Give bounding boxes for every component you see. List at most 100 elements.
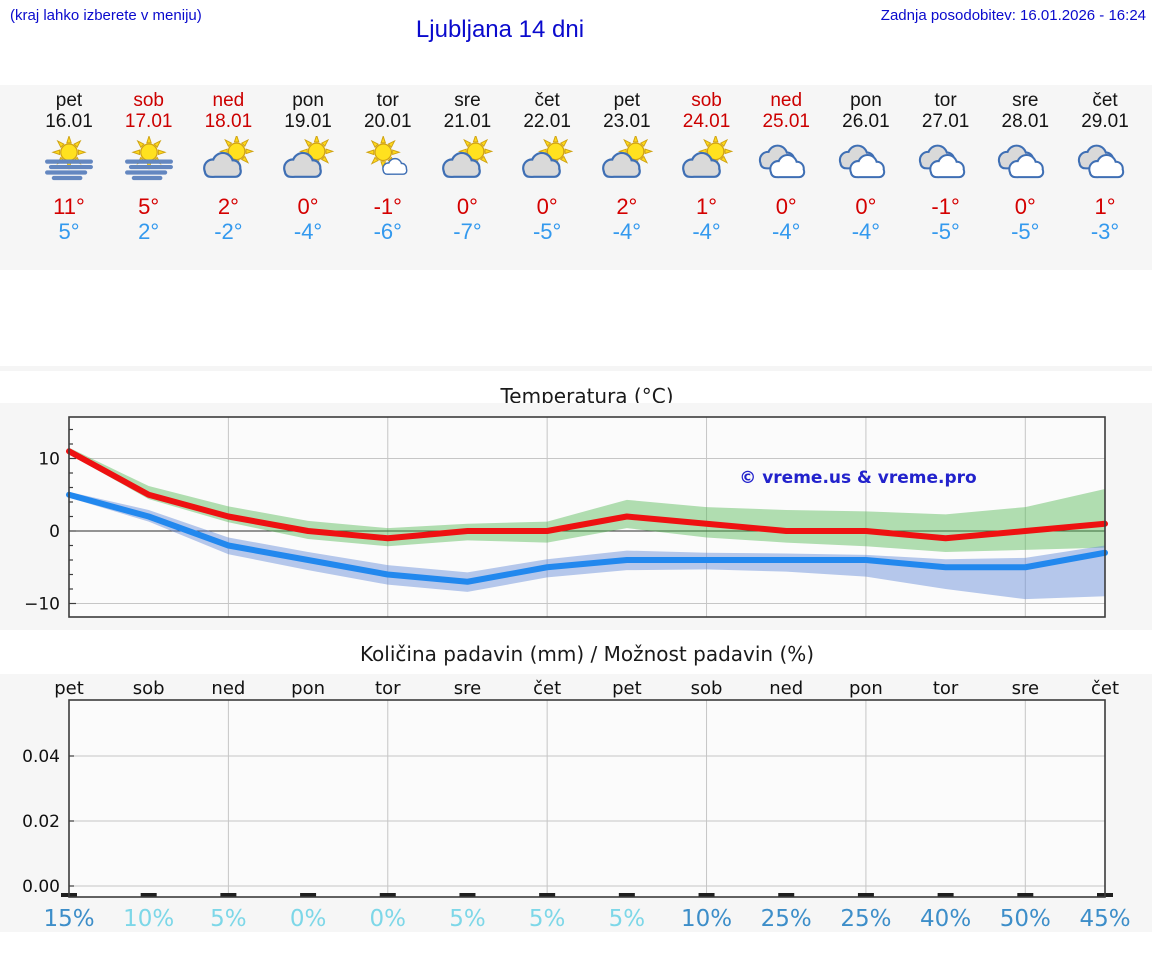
partly-weather-icon <box>277 136 339 182</box>
high-temperature: 2° <box>217 194 239 219</box>
partly-weather-icon <box>197 136 259 182</box>
precipitation-bar <box>140 893 157 897</box>
high-temperature: -1° <box>373 194 402 219</box>
precip-y-tick-label: 0.00 <box>22 877 60 897</box>
day-name: tor <box>934 90 957 111</box>
day-name: sob <box>133 90 164 111</box>
precip-day-label: čet <box>1091 678 1119 699</box>
forecast-day-column: sob 24.01 1° -4° <box>666 85 748 243</box>
low-temperature: -4° <box>851 219 881 244</box>
day-date: 25.01 <box>762 111 810 132</box>
temperature-chart: 10 0 −10 © vreme.us & vreme.pro <box>0 403 1152 630</box>
low-temperature: -7° <box>453 219 482 244</box>
low-temperature: -5° <box>532 219 562 244</box>
day-name: pet <box>55 90 83 111</box>
precipitation-bar <box>618 893 635 897</box>
day-date: 17.01 <box>124 111 173 132</box>
cloudy-weather-icon <box>915 136 977 182</box>
high-temperature: 0° <box>297 194 319 219</box>
day-name: pon <box>850 90 882 111</box>
day-name: čet <box>1092 90 1118 111</box>
precip-day-label: tor <box>375 678 401 699</box>
day-name: pet <box>613 90 641 111</box>
high-temperature: 2° <box>616 194 638 219</box>
forecast-day-column: sre 21.01 0° -7° <box>426 85 508 243</box>
precip-probability-label: 40% <box>920 906 971 932</box>
precipitation-bar <box>220 893 237 897</box>
precip-probability-label: 5% <box>210 906 247 932</box>
precipitation-bar <box>937 893 954 897</box>
high-temperature: -1° <box>931 194 960 219</box>
partly-weather-icon <box>436 136 498 182</box>
precipitation-bar <box>857 893 874 897</box>
day-date: 29.01 <box>1081 111 1129 132</box>
min-temperature-range <box>69 491 1105 600</box>
high-temperature: 0° <box>775 194 797 219</box>
forecast-day-column: ned 18.01 2° -2° <box>187 85 269 243</box>
precip-y-tick-label: 0.04 <box>22 747 60 767</box>
precip-probability-label: 5% <box>609 906 646 932</box>
high-temperature: 1° <box>696 194 718 219</box>
partly-weather-icon <box>596 136 658 182</box>
low-temperature: -4° <box>692 219 721 244</box>
precip-y-tick-label: 0.02 <box>22 812 60 832</box>
precipitation-bar <box>698 893 715 897</box>
day-date: 28.01 <box>1001 111 1050 132</box>
max-temperature-line <box>66 448 1108 542</box>
day-date: 20.01 <box>363 111 412 132</box>
watermark-link[interactable]: © vreme.us & vreme.pro <box>739 468 976 488</box>
forecast-day-column: sob 17.01 5° 2° <box>108 85 190 243</box>
day-date: 19.01 <box>284 111 332 132</box>
day-name: sre <box>454 90 481 111</box>
forecast-day-column: tor 20.01 -1° -6° <box>347 85 429 243</box>
precip-day-label: čet <box>533 678 561 699</box>
day-date: 23.01 <box>603 111 651 132</box>
low-temperature: 2° <box>138 219 160 244</box>
low-temperature: -4° <box>612 219 642 244</box>
forecast-day-column: sre 28.01 0° -5° <box>984 85 1066 243</box>
precipitation-chart: pet sob ned pon tor sre čet pet sob ned pon tor sre č… <box>0 674 1152 932</box>
cloudy-weather-icon <box>755 136 817 182</box>
day-name: tor <box>376 90 399 111</box>
fog-weather-icon <box>118 136 180 182</box>
separator-band <box>0 366 1152 371</box>
page-title: Ljubljana 14 dni <box>415 16 585 43</box>
precipitation-bar <box>539 893 556 897</box>
forecast-day-column: pon 19.01 0° -4° <box>267 85 349 243</box>
precipitation-chart-title: Količina padavin (mm) / Možnost padavin … <box>359 642 815 666</box>
precip-day-label: pet <box>612 678 642 699</box>
low-temperature: -4° <box>772 219 801 244</box>
low-temperature: -2° <box>214 219 243 244</box>
precip-probability-label: 25% <box>840 906 891 932</box>
forecast-day-column: pon 26.01 0° -4° <box>825 85 907 243</box>
precip-day-label: tor <box>933 678 959 699</box>
precip-day-label: ned <box>211 678 245 699</box>
day-name: ned <box>770 90 803 111</box>
temp-y-tick-label: −10 <box>24 595 60 615</box>
temp-y-tick-label: 0 <box>49 522 60 542</box>
temp-y-tick-label: 10 <box>38 450 60 470</box>
low-temperature: -3° <box>1090 219 1120 244</box>
sun-small-cloud-weather-icon <box>357 136 419 182</box>
precip-day-label: sre <box>1012 678 1039 699</box>
precipitation-bar <box>459 893 476 897</box>
precip-day-label: sob <box>133 678 165 699</box>
high-temperature: 1° <box>1094 194 1116 219</box>
high-temperature: 0° <box>855 194 877 219</box>
precip-day-label: sre <box>454 678 481 699</box>
partly-weather-icon <box>516 136 578 182</box>
day-name: ned <box>212 90 245 111</box>
precipitation-bar <box>1017 893 1034 897</box>
cloudy-weather-icon <box>835 136 897 182</box>
min-temperature-line <box>66 491 1108 585</box>
precipitation-bar <box>300 893 317 897</box>
partly-weather-icon <box>676 136 738 182</box>
precip-probability-label: 0% <box>290 906 327 932</box>
forecast-day-column: čet 22.01 0° -5° <box>506 85 588 243</box>
high-temperature: 0° <box>536 194 558 219</box>
low-temperature: -5° <box>1011 219 1040 244</box>
day-name: čet <box>534 90 560 111</box>
forecast-strip: pet 16.01 11° 5° sob 17.01 5° 2° ned 18.01 2° -2° po… <box>0 85 1152 270</box>
day-name: sre <box>1012 90 1039 111</box>
low-temperature: 5° <box>58 219 80 244</box>
